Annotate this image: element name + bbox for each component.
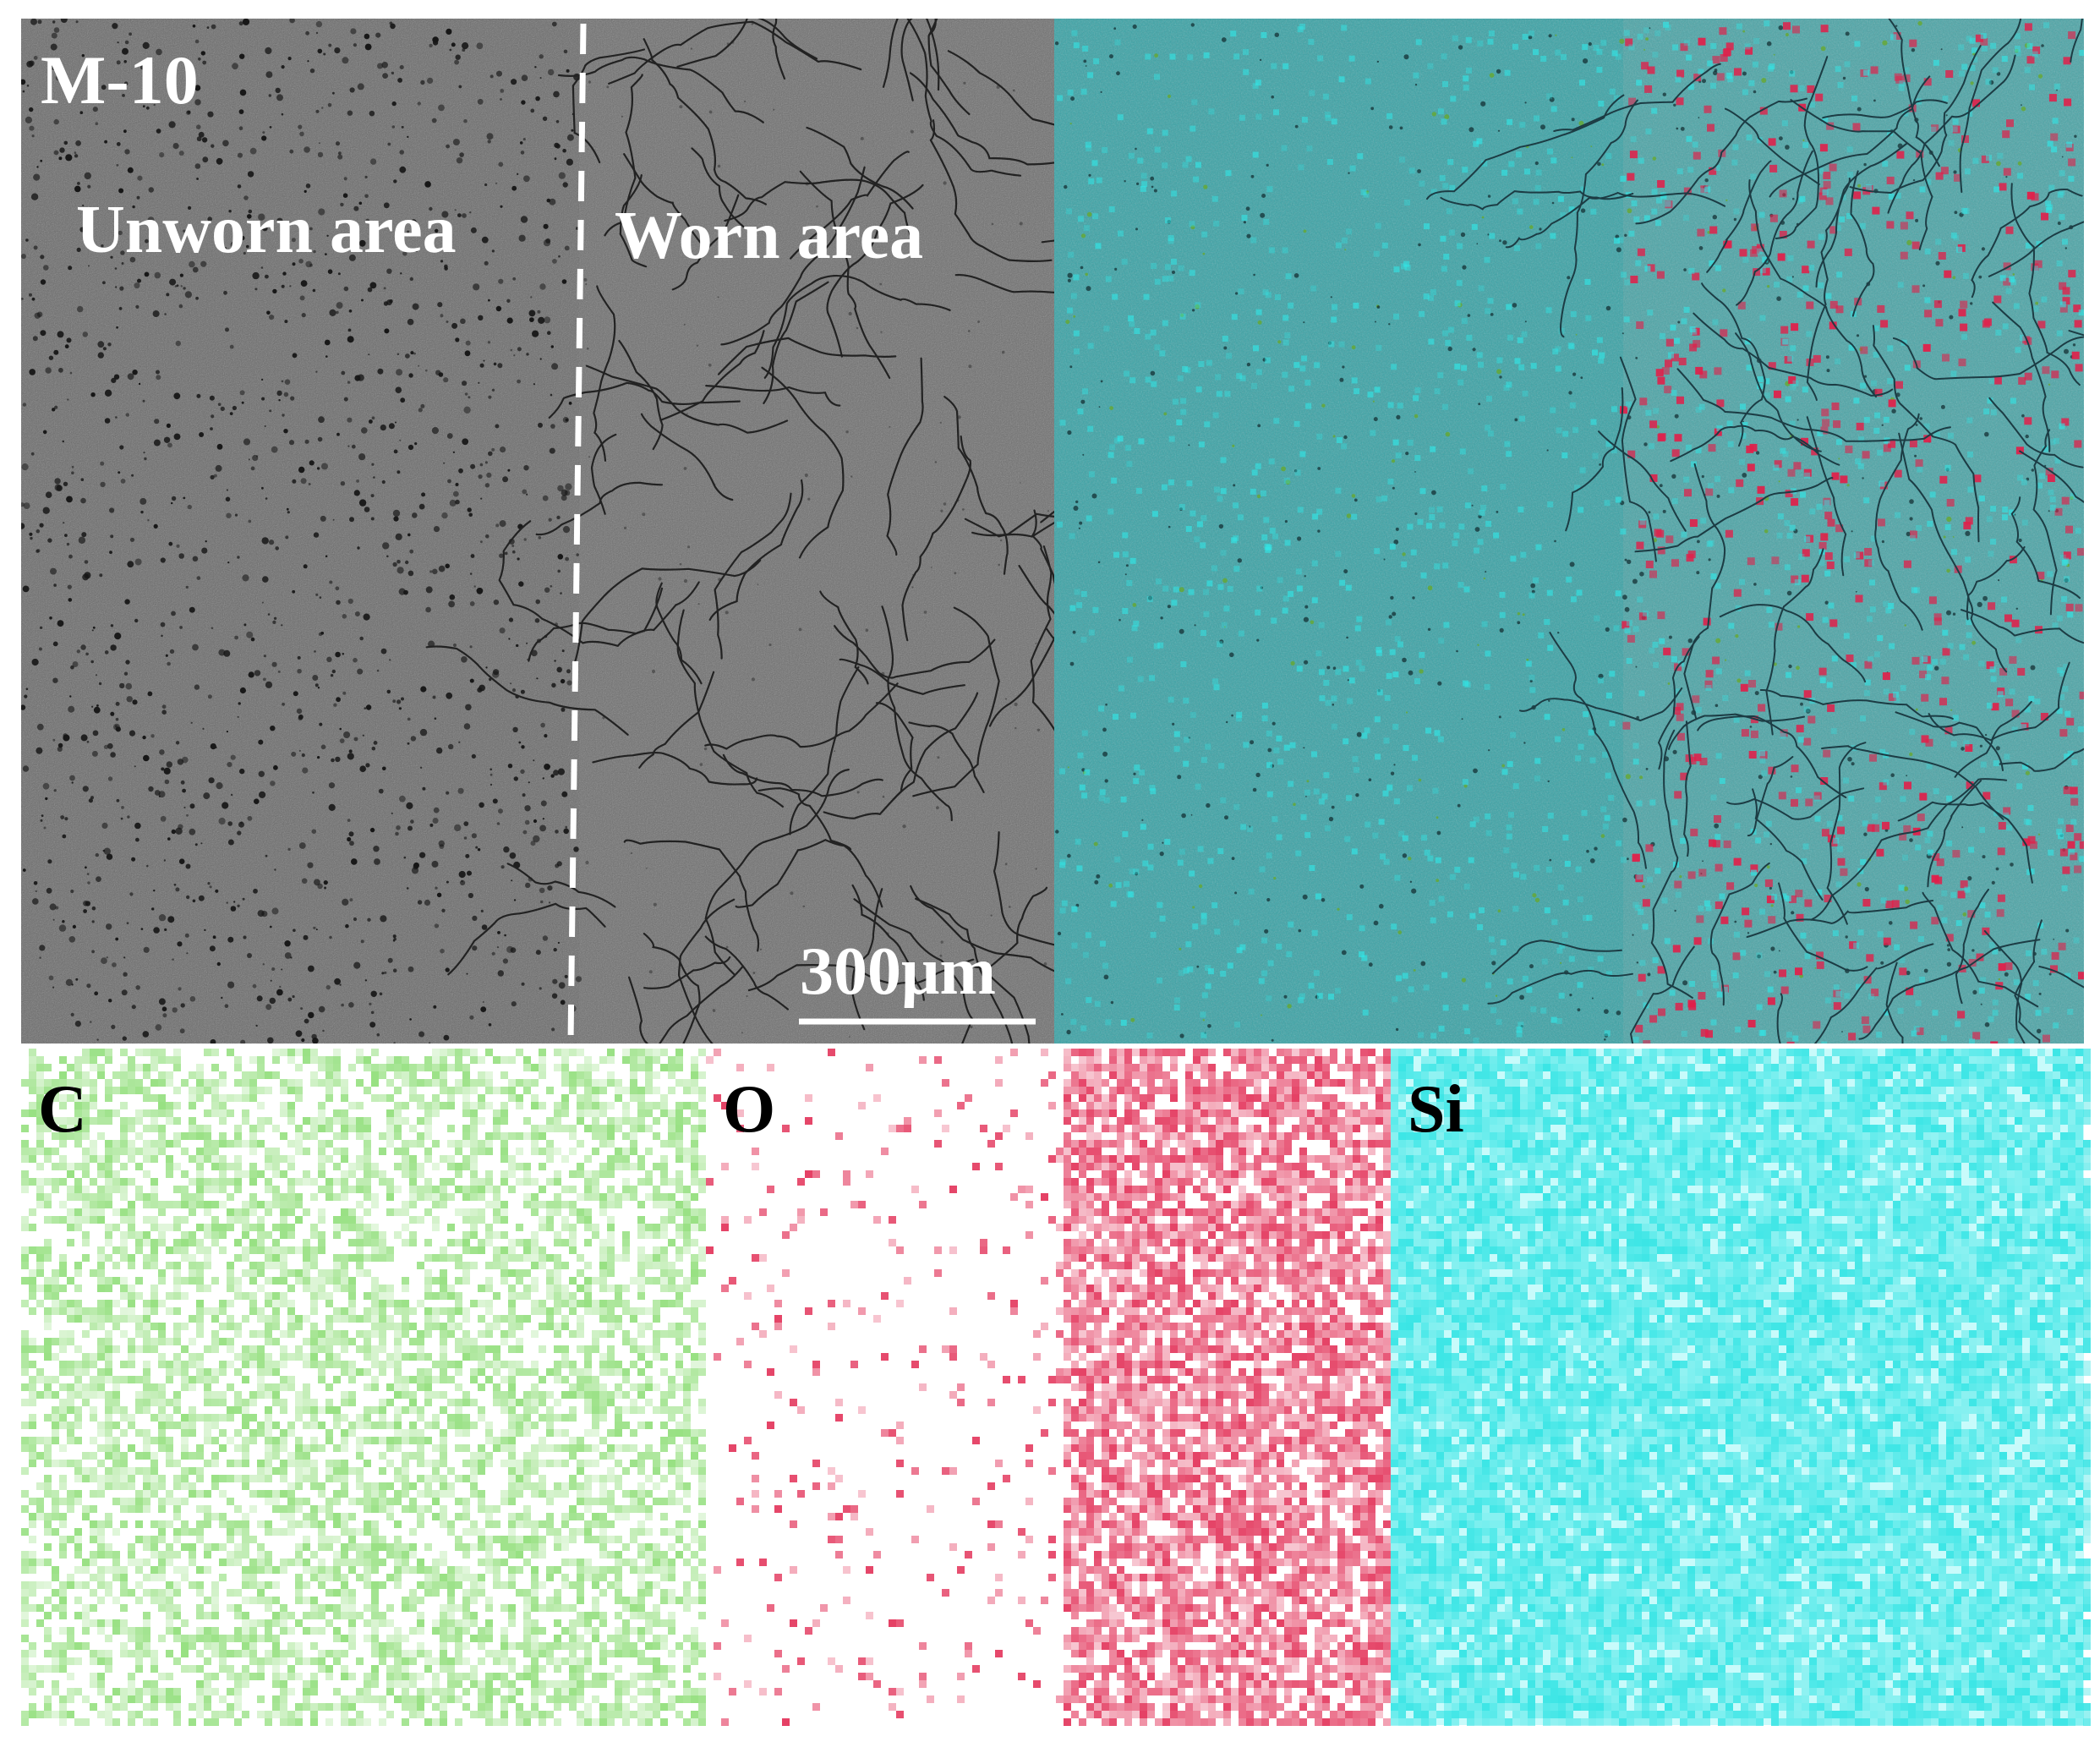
carbon-map <box>21 1049 706 1726</box>
worn-area-label: Worn area <box>615 199 923 273</box>
sem-image <box>21 19 1054 1044</box>
sem-cracks <box>425 19 1054 1044</box>
sem-particles <box>21 19 1049 1044</box>
scale-bar-label: 300μm <box>800 934 996 1009</box>
oxygen-map <box>706 1049 1391 1726</box>
silicon-map <box>1391 1049 2091 1726</box>
sample-label: M-10 <box>41 41 199 118</box>
overlay-particles <box>1054 20 2084 1044</box>
silicon-map-label: Si <box>1408 1072 1464 1147</box>
carbon-map-label: C <box>38 1072 87 1147</box>
overlay-cracks <box>1426 19 2084 1044</box>
boundary-dashed-line <box>567 23 587 1043</box>
oxygen-map-label: O <box>723 1072 775 1147</box>
unworn-area-label: Unworn area <box>76 193 457 267</box>
overlay-map <box>1054 19 2084 1044</box>
